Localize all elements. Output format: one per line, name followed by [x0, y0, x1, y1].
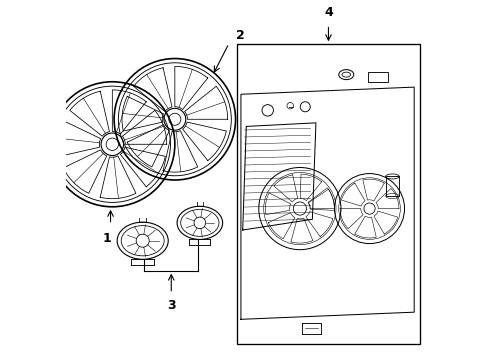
Bar	[385, 176, 398, 196]
Bar	[367, 72, 387, 82]
Text: 2: 2	[236, 28, 244, 41]
Text: 4: 4	[324, 5, 332, 18]
Text: 3: 3	[166, 299, 175, 312]
Text: 1: 1	[102, 232, 111, 245]
Bar	[237, 44, 419, 344]
